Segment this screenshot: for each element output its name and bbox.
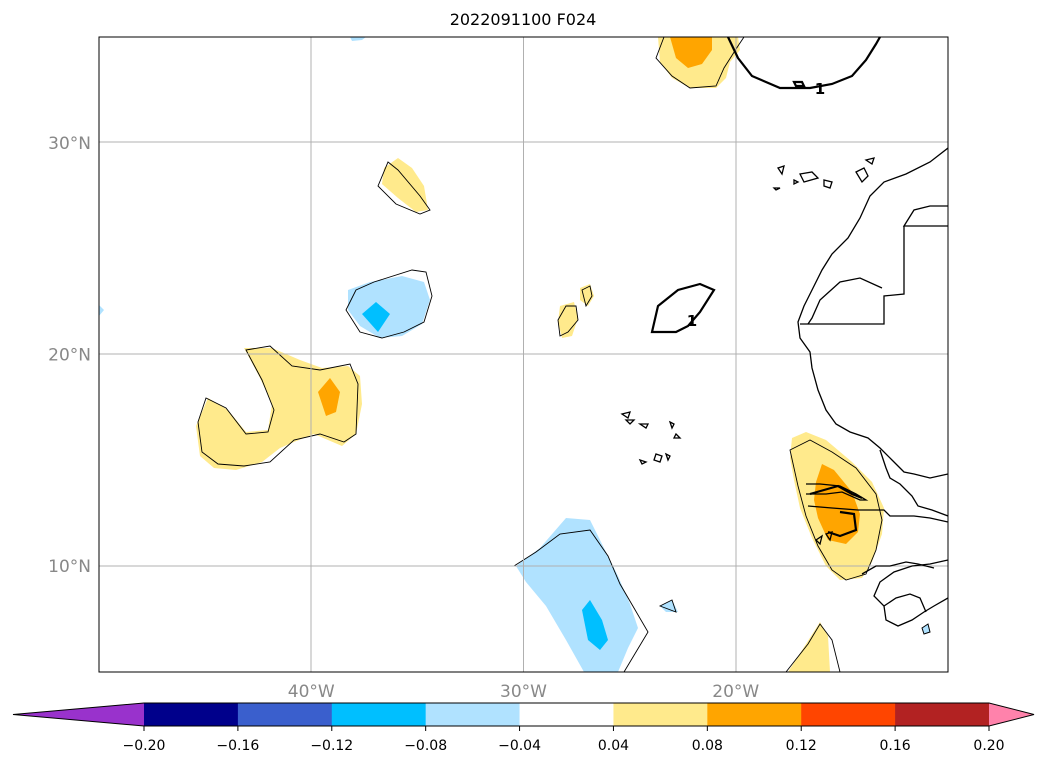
border-mali <box>879 449 948 517</box>
colorbar-extend-max <box>989 703 1034 726</box>
colorbar-tick-label: −0.12 <box>310 738 353 754</box>
contour-label-northeast: 1 <box>815 80 825 98</box>
colorbar-tick-label: 0.12 <box>786 738 817 754</box>
colorbar: −0.20 −0.16 −0.12 −0.08 −0.04 0.04 0.08 0.12 0.1… <box>12 702 1035 754</box>
colorbar-extend-min <box>13 703 144 726</box>
coast-africa-west <box>797 147 948 479</box>
neg-core-central-south <box>582 600 608 650</box>
colorbar-tick-label: −0.04 <box>498 738 541 754</box>
neg-patch-tiny <box>660 600 678 612</box>
lat-tick-label: 20°N <box>48 346 91 366</box>
orange-core-west <box>318 378 340 416</box>
lat-tick-label: 10°N <box>48 557 91 577</box>
colorbar-bin <box>895 703 990 726</box>
neg-patch-west-edge <box>99 305 104 316</box>
colorbar-bin <box>613 703 708 726</box>
colorbar-bin <box>331 703 427 726</box>
latitude-labels: 30°N 20°N 10°N <box>48 134 91 577</box>
cape-verde-islands <box>620 411 682 465</box>
coastlines <box>620 147 948 627</box>
colorbar-bin <box>519 703 614 726</box>
gridlines <box>99 37 948 672</box>
thick-contours <box>650 37 881 538</box>
lon-tick-label: 40°W <box>288 682 335 702</box>
thick-contour-northeast <box>727 37 881 90</box>
colorbar-bin <box>707 703 802 726</box>
anomaly-patch-north-islet <box>382 158 428 212</box>
colorbar-tick-label: −0.20 <box>123 738 166 754</box>
thin-contour-central-south <box>513 529 649 672</box>
chart-title: 2022091100 F024 <box>450 10 597 29</box>
colorbar-tick-label: 0.08 <box>692 738 723 754</box>
border-western-sahara <box>800 226 905 325</box>
anomaly-patch-west-hook <box>196 348 362 470</box>
orange-core-north <box>670 37 712 68</box>
neg-patch-se-dot <box>921 623 931 635</box>
thin-contour-small-b <box>581 285 593 308</box>
neg-patch-north-sliver <box>350 37 366 41</box>
colorbar-bin <box>237 703 333 726</box>
border-senegal-gambia <box>806 483 869 501</box>
border-morocco <box>902 205 948 227</box>
map-frame <box>98 36 949 673</box>
thin-contour-west-hook <box>197 345 359 467</box>
colorbar-tick-label: −0.16 <box>216 738 259 754</box>
thick-contour-northeast-small <box>792 80 806 88</box>
colorbar-tick-label: 0.20 <box>973 738 1004 754</box>
thin-contour-islet <box>377 161 431 215</box>
colorbar-tick-label: 0.04 <box>598 738 629 754</box>
lat-tick-label: 30°N <box>48 134 91 154</box>
thin-contour-senegal <box>789 439 883 581</box>
colorbar-tick-label: 0.16 <box>880 738 911 754</box>
canary-islands <box>772 157 875 191</box>
lon-tick-label: 30°W <box>500 682 547 702</box>
thin-contour-se <box>785 623 841 672</box>
thick-contour-senegal <box>809 484 863 538</box>
thick-contour-center <box>650 282 716 334</box>
neg-patch-central-south <box>516 518 638 672</box>
thin-contour-center-north <box>345 269 433 339</box>
neg-core-center-north <box>362 302 390 332</box>
thin-contour-small <box>557 305 579 337</box>
map-area: 1 1 <box>99 37 948 672</box>
border-sierra-leone <box>883 593 927 613</box>
border-guinea-bissau <box>807 505 948 523</box>
contour-label-center: 1 <box>687 312 697 330</box>
negative-anomaly-fill-low <box>99 37 678 672</box>
lon-tick-label: 20°W <box>712 682 759 702</box>
colorbar-tick-label: −0.08 <box>404 738 447 754</box>
anomaly-patch-south-east <box>788 622 830 672</box>
colorbar-bin <box>801 703 896 726</box>
border-guinea <box>861 561 935 575</box>
neg-patch-center-north <box>348 276 430 338</box>
colorbar-bin <box>425 703 521 726</box>
colorbar-bin <box>144 703 239 726</box>
thin-contour-tiny <box>658 599 677 613</box>
longitude-labels: 40°W 30°W 20°W <box>288 682 760 702</box>
thin-contours <box>197 37 883 672</box>
border-mauritania <box>807 277 883 325</box>
negative-anomaly-fill-mid <box>362 302 608 650</box>
